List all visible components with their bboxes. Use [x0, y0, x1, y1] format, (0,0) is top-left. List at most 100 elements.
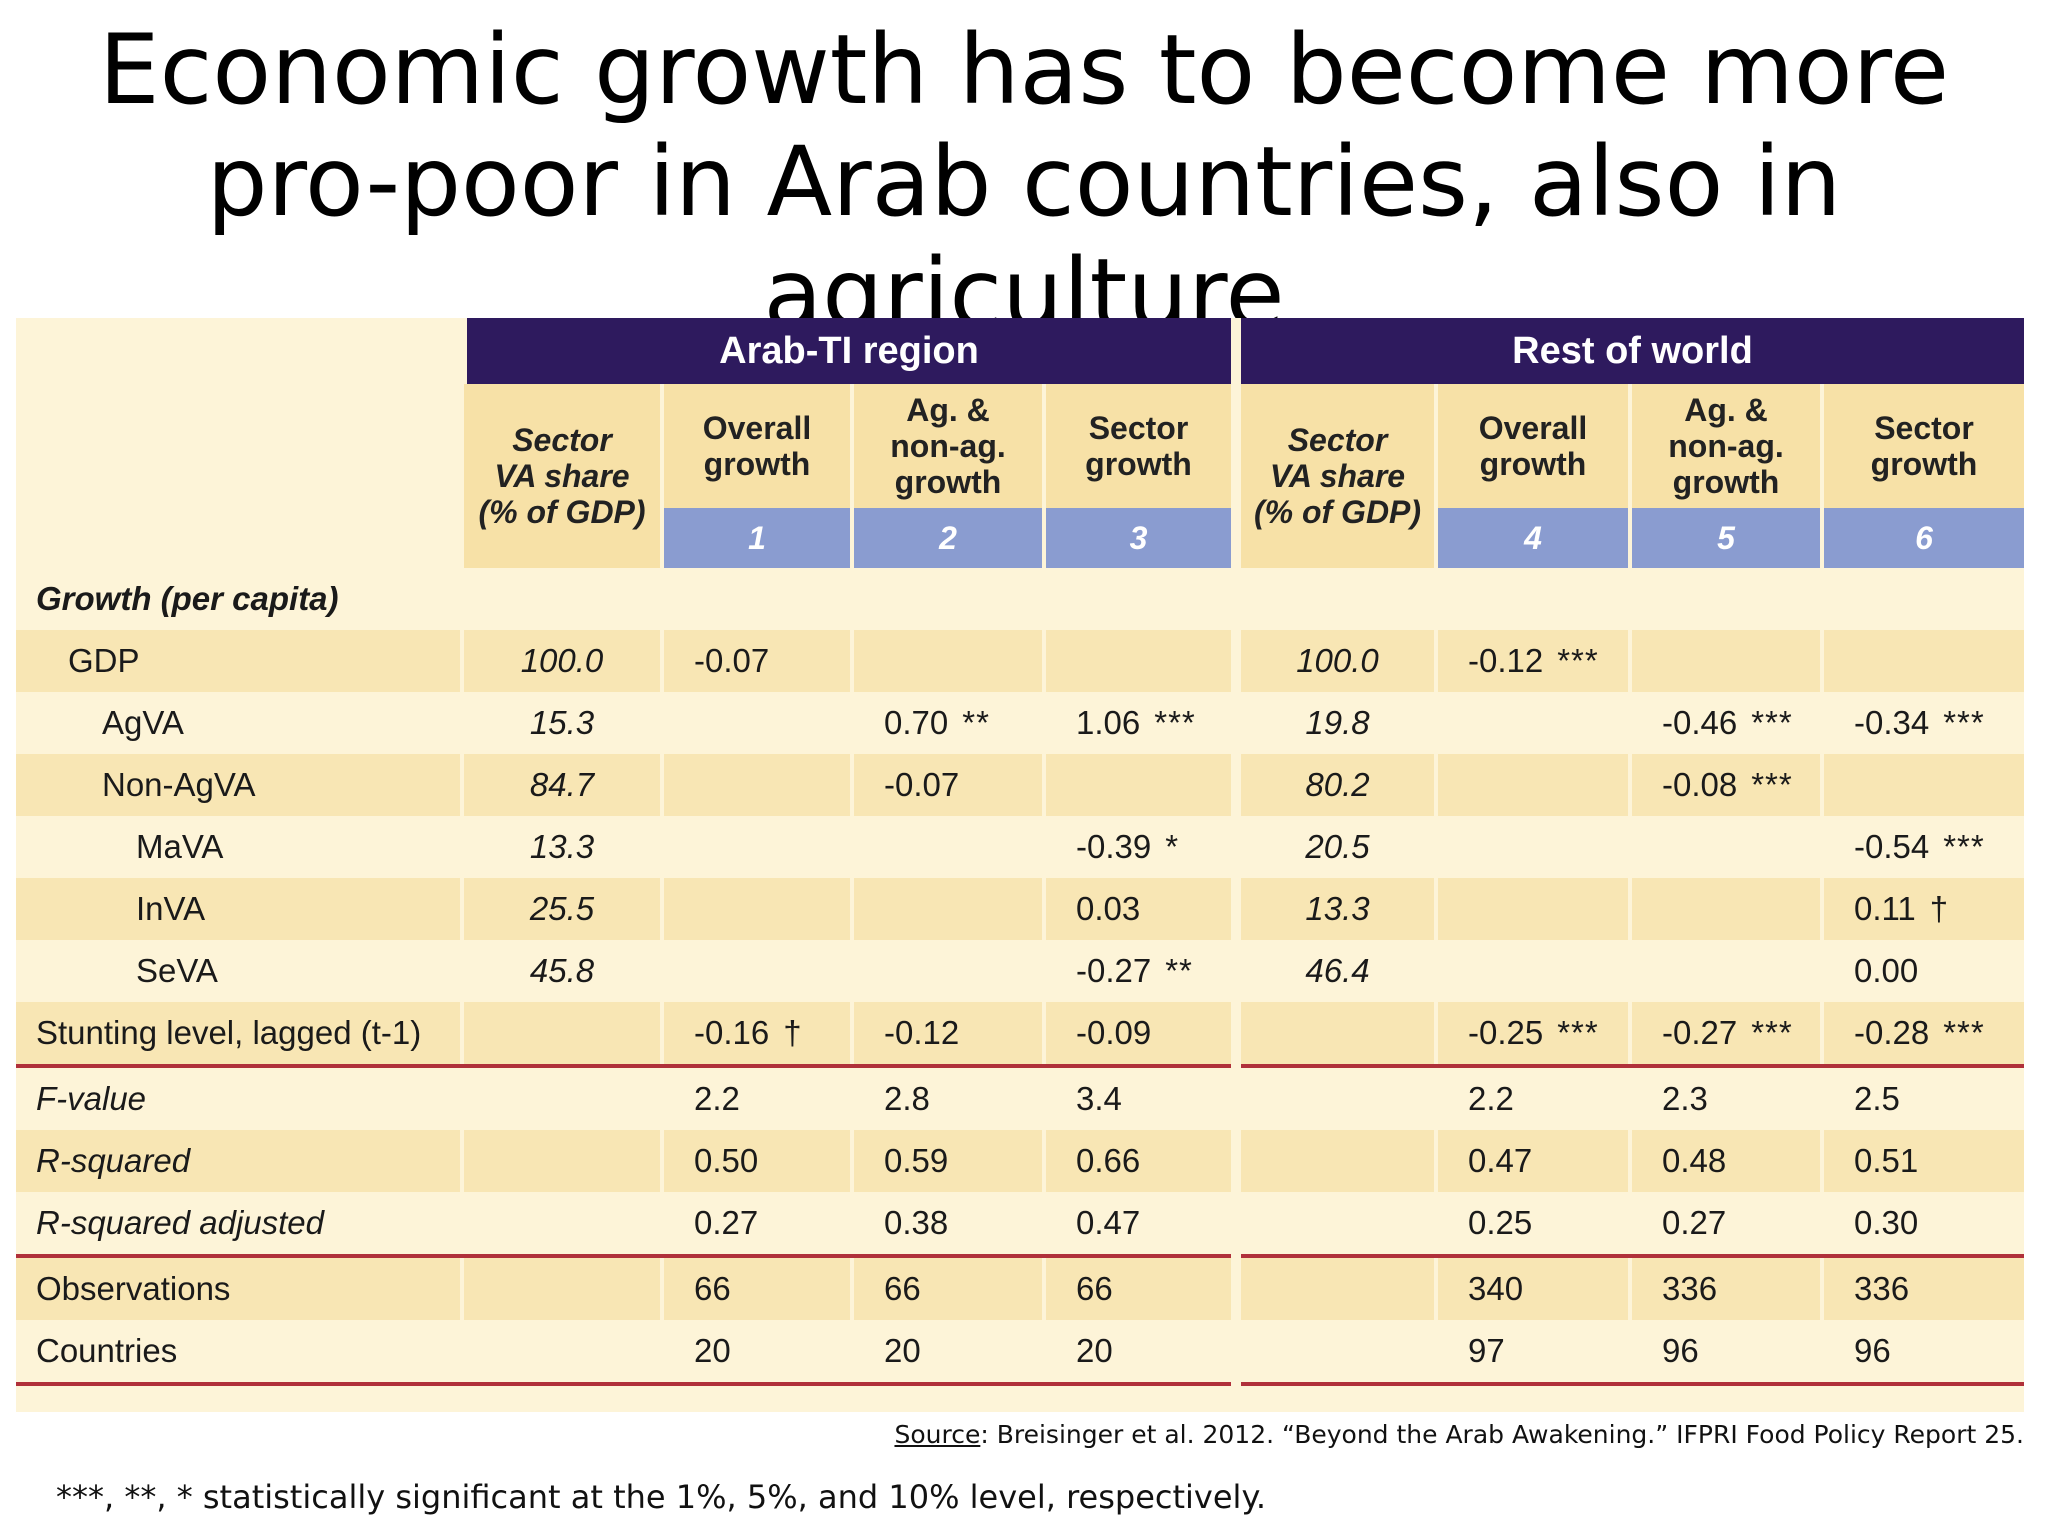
column-header-line: Sector: [512, 422, 612, 458]
table-cell: [1434, 878, 1630, 940]
cell-value: 0.47: [1468, 1142, 1533, 1179]
cell-value: 96: [1662, 1332, 1699, 1369]
table-cell: [1434, 692, 1630, 754]
cell-value: 2.2: [1468, 1080, 1514, 1117]
table-cell: 96: [1628, 1320, 1822, 1386]
table-cell: 20.5: [1231, 816, 1436, 878]
column-number-2: 2: [850, 508, 1044, 568]
table-cell: -0.08 ***: [1628, 754, 1822, 816]
column-header-line: growth: [703, 446, 811, 482]
cell-value: 0.59: [884, 1142, 949, 1179]
table-cell: [1231, 1002, 1436, 1068]
table-cell: -0.25 ***: [1434, 1002, 1630, 1068]
cell-value: 0.03: [1076, 890, 1141, 927]
significance-marker: ***: [1943, 1014, 1985, 1051]
table-cell: -0.34 ***: [1820, 692, 2024, 754]
table-cell: [1042, 754, 1236, 816]
cell-value: -0.07: [884, 766, 960, 803]
table-cell: [850, 940, 1044, 1002]
cell-value: 340: [1468, 1270, 1524, 1307]
row-label: AgVA: [16, 692, 462, 754]
table-cell: -0.07: [660, 630, 852, 692]
cell-value: 20: [694, 1332, 731, 1369]
column-header-6: Ag. & non-ag. growth: [1628, 384, 1822, 508]
table-cell: -0.28 ***: [1820, 1002, 2024, 1068]
row-label: Growth (per capita): [16, 568, 462, 630]
cell-value: 0.51: [1854, 1142, 1919, 1179]
table-cell: 80.2: [1231, 754, 1436, 816]
column-header-line: Ag. &: [1684, 392, 1768, 428]
cell-value: -0.12: [884, 1014, 960, 1051]
cell-value: 0.25: [1468, 1204, 1533, 1241]
table-cell: [460, 1066, 662, 1130]
table-cell: [1042, 568, 1236, 630]
column-header-line: growth: [1479, 446, 1587, 482]
cell-value: -0.25: [1468, 1014, 1544, 1051]
cell-value: 1.06: [1076, 704, 1141, 741]
cell-value: -0.08: [1662, 766, 1738, 803]
column-header-4: Sector VA share (% of GDP): [1231, 384, 1436, 568]
column-number-3: 3: [1042, 508, 1236, 568]
table-cell: 46.4: [1231, 940, 1436, 1002]
table-row: Non-AgVA 84.7 -0.07 80.2 -0.08 ***: [16, 754, 2024, 816]
table-cell: [660, 692, 852, 754]
cell-value: 100.0: [1296, 642, 1379, 679]
table-row: Growth (per capita): [16, 568, 2024, 630]
cell-value: 0.38: [884, 1204, 949, 1241]
cell-value: 0.50: [694, 1142, 759, 1179]
group-header-arab-ti: Arab-TI region: [457, 318, 1236, 384]
column-header-line: Ag. &: [906, 392, 990, 428]
table-cell: [460, 1002, 662, 1068]
table-cell: [1231, 1066, 1436, 1130]
column-header-1: Overall growth: [660, 384, 852, 508]
table-cell: [1628, 816, 1822, 878]
column-header-line: (% of GDP): [1253, 494, 1422, 530]
significance-marker: ***: [1943, 704, 1985, 741]
table-cell: 100.0: [1231, 630, 1436, 692]
table-cell: [1434, 568, 1630, 630]
table-cell: [460, 1256, 662, 1320]
table-cell: 96: [1820, 1320, 2024, 1386]
table-cell: [1231, 1130, 1436, 1192]
row-label: MaVA: [16, 816, 462, 878]
cell-value: 0.27: [694, 1204, 759, 1241]
row-label: Non-AgVA: [16, 754, 462, 816]
table-cell: [1231, 1320, 1436, 1386]
cell-value: 3.4: [1076, 1080, 1122, 1117]
column-number-5: 4: [1434, 508, 1630, 568]
table-cell: 45.8: [460, 940, 662, 1002]
cell-value: -0.46: [1662, 704, 1738, 741]
table-cell: [460, 1130, 662, 1192]
table-cell: 1.06 ***: [1042, 692, 1236, 754]
cell-value: 0.66: [1076, 1142, 1141, 1179]
significance-marker: ***: [1751, 704, 1793, 741]
table-row: F-value 2.2 2.8 3.4 2.2 2.3 2.5: [16, 1066, 2024, 1130]
table-cell: 100.0: [460, 630, 662, 692]
table-cell: -0.16 †: [660, 1002, 852, 1068]
source-citation: Source: Breisinger et al. 2012. “Beyond …: [894, 1420, 2024, 1449]
table-cell: 2.2: [660, 1066, 852, 1130]
table-cell: [1820, 754, 2024, 816]
table-cell: 0.59: [850, 1130, 1044, 1192]
cell-value: -0.12: [1468, 642, 1544, 679]
table-cell: 20: [660, 1320, 852, 1386]
table-cell: [660, 754, 852, 816]
cell-value: 336: [1662, 1270, 1718, 1307]
table-cell: 0.66: [1042, 1130, 1236, 1192]
column-header-line: Overall: [702, 410, 812, 446]
table-cell: 2.2: [1434, 1066, 1630, 1130]
column-header-line: Sector: [1874, 410, 1974, 446]
cell-value: 25.5: [529, 890, 595, 927]
table-cell: [460, 1320, 662, 1386]
table-cell: [1820, 630, 2024, 692]
table-cell: 20: [850, 1320, 1044, 1386]
table-cell: 340: [1434, 1256, 1630, 1320]
table-cell: 2.3: [1628, 1066, 1822, 1130]
table-row: AgVA 15.3 0.70 ** 1.06 *** 19.8 -0.46 *** -0.34 **…: [16, 692, 2024, 754]
cell-value: 13.3: [1305, 890, 1370, 927]
cell-value: 84.7: [529, 766, 595, 803]
table-cell: [1628, 630, 1822, 692]
significance-footnote: ***, **, * statistically significant at …: [56, 1478, 1266, 1516]
significance-marker: ***: [1557, 1014, 1599, 1051]
cell-value: 2.2: [694, 1080, 740, 1117]
